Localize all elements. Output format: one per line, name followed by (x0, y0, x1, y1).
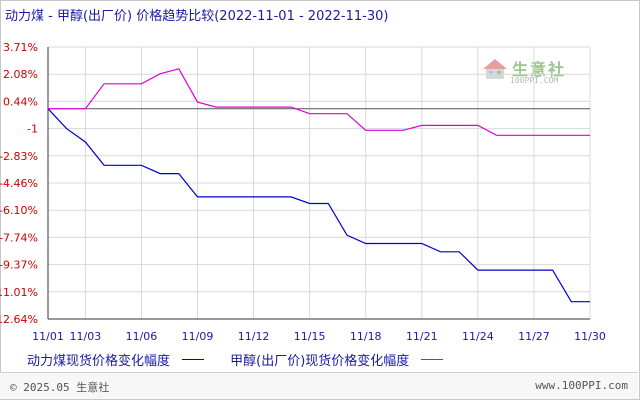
series-lines (47, 68, 590, 303)
legend-item-series-1: 动力煤现货价格变化幅度 (27, 350, 205, 369)
site-link[interactable]: www.100PPI.com (535, 379, 628, 392)
x-tick-label: 11/21 (406, 330, 438, 343)
x-tick-label: 11/03 (70, 330, 102, 343)
legend-label-series-2: 甲醇(出厂价)现货价格变化幅度 (230, 354, 410, 369)
y-tick-label: -4.46% (0, 177, 38, 190)
y-tick-label: 3.71% (3, 41, 38, 54)
grid-lines (47, 46, 591, 320)
series-line-2 (48, 68, 590, 136)
y-axis-ticks: 3.71% 2.08% 0.44% -1 -2.83% -4.46% -6.10% -7.74… (0, 41, 38, 326)
x-tick-label: 11/06 (126, 330, 158, 343)
y-tick-label: -1 (27, 123, 38, 136)
legend-label-series-1: 动力煤现货价格变化幅度 (27, 354, 171, 369)
chart-title: 动力煤 - 甲醇(出厂价) 价格趋势比较(2022-11-01 - 2022-1… (5, 9, 389, 24)
x-tick-label: 11/01 (32, 330, 64, 343)
y-tick-label: 0.44% (3, 95, 38, 108)
copyright-text: © 2025.05 生意社 (10, 381, 110, 394)
y-tick-label: -9.37% (0, 259, 38, 272)
legend-swatch-series-1 (182, 359, 205, 360)
x-tick-label: 11/12 (238, 330, 270, 343)
y-tick-label: -7.74% (0, 231, 38, 244)
footer-bar: © 2025.05 生意社 www.100PPI.com (0, 372, 638, 399)
y-tick-label: -11.01% (0, 286, 38, 299)
legend: 动力煤现货价格变化幅度 甲醇(出厂价)现货价格变化幅度 (27, 350, 465, 369)
x-tick-label: 11/30 (574, 330, 606, 343)
x-tick-label: 11/24 (462, 330, 494, 343)
x-axis-ticks: 11/01 11/03 11/06 11/09 11/12 11/15 11/18 11/21… (32, 330, 606, 343)
x-tick-label: 11/18 (350, 330, 382, 343)
x-tick-label: 11/27 (518, 330, 550, 343)
axes (47, 47, 590, 320)
x-tick-label: 11/15 (294, 330, 326, 343)
y-tick-label: 2.08% (3, 68, 38, 81)
y-tick-label: -6.10% (0, 204, 38, 217)
legend-swatch-series-2 (421, 359, 444, 360)
x-tick-label: 11/09 (182, 330, 214, 343)
series-line-1 (47, 108, 590, 303)
y-tick-label: -2.83% (0, 150, 38, 163)
y-tick-label: -12.64% (0, 313, 38, 326)
legend-item-series-2: 甲醇(出厂价)现货价格变化幅度 (230, 350, 444, 369)
